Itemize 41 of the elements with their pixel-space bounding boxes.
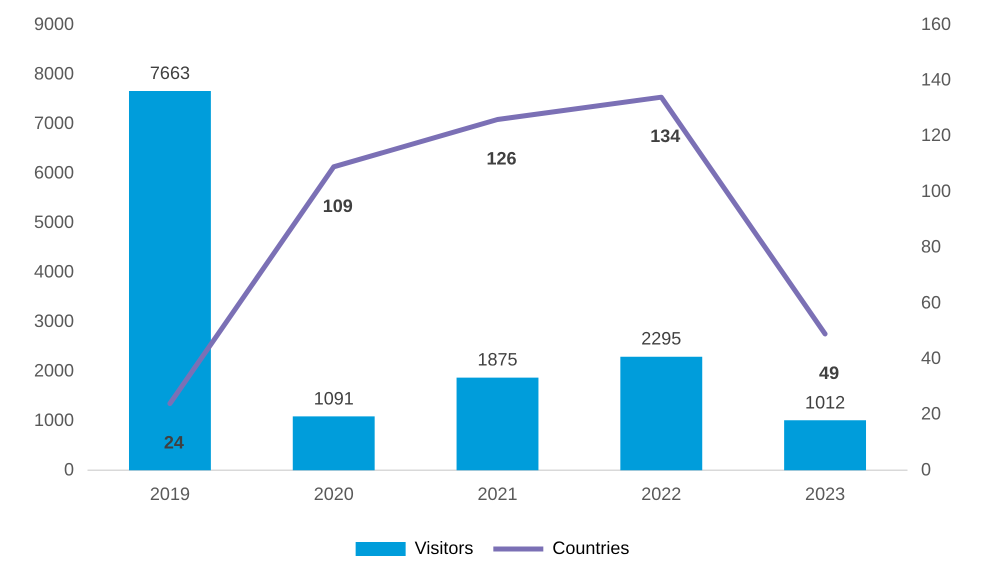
data-label: 7663 <box>150 62 190 83</box>
y2-tick-label: 40 <box>920 348 941 368</box>
y-tick-label: 8000 <box>34 63 74 84</box>
x-tick-label: 2020 <box>314 484 354 504</box>
y2-tick-label: 0 <box>920 459 931 480</box>
y2-tick-label: 20 <box>920 404 941 424</box>
bar <box>292 416 375 470</box>
y-tick-label: 9000 <box>34 14 74 34</box>
y2-tick-label: 140 <box>920 69 952 90</box>
y-tick-label: 2000 <box>34 360 74 380</box>
data-label: 1012 <box>805 392 846 412</box>
bar <box>620 356 702 470</box>
data-label: 126 <box>486 148 517 168</box>
data-label: 134 <box>650 126 680 146</box>
y2-tick-label: 100 <box>920 180 952 201</box>
y-tick-label: 5000 <box>34 212 74 232</box>
x-tick-label: 2021 <box>477 484 518 504</box>
x-tick-label: 2022 <box>641 484 682 504</box>
x-tick-label: 2023 <box>805 484 846 504</box>
data-label: 1875 <box>477 350 518 370</box>
y-tick-label: 4000 <box>34 261 74 282</box>
data-label: 1091 <box>314 388 354 408</box>
y-tick-label: 0 <box>64 459 74 480</box>
bar <box>784 420 866 470</box>
bar <box>456 378 538 470</box>
y2-tick-label: 60 <box>920 292 941 312</box>
data-label: 24 <box>164 432 184 453</box>
legend-label: Visitors <box>414 538 474 558</box>
y2-tick-label: 80 <box>920 236 941 257</box>
y-tick-label: 6000 <box>34 162 74 182</box>
y-tick-label: 1000 <box>34 410 74 430</box>
data-label: 2295 <box>641 328 682 349</box>
data-label: 49 <box>819 362 840 383</box>
y-tick-label: 3000 <box>34 310 74 331</box>
y2-tick-label: 120 <box>920 125 952 146</box>
x-tick-label: 2019 <box>150 484 190 504</box>
y-tick-label: 7000 <box>34 112 74 133</box>
bar <box>128 90 211 470</box>
legend-label: Countries <box>552 538 630 558</box>
data-label: 109 <box>322 196 353 216</box>
y2-tick-label: 160 <box>920 14 952 34</box>
